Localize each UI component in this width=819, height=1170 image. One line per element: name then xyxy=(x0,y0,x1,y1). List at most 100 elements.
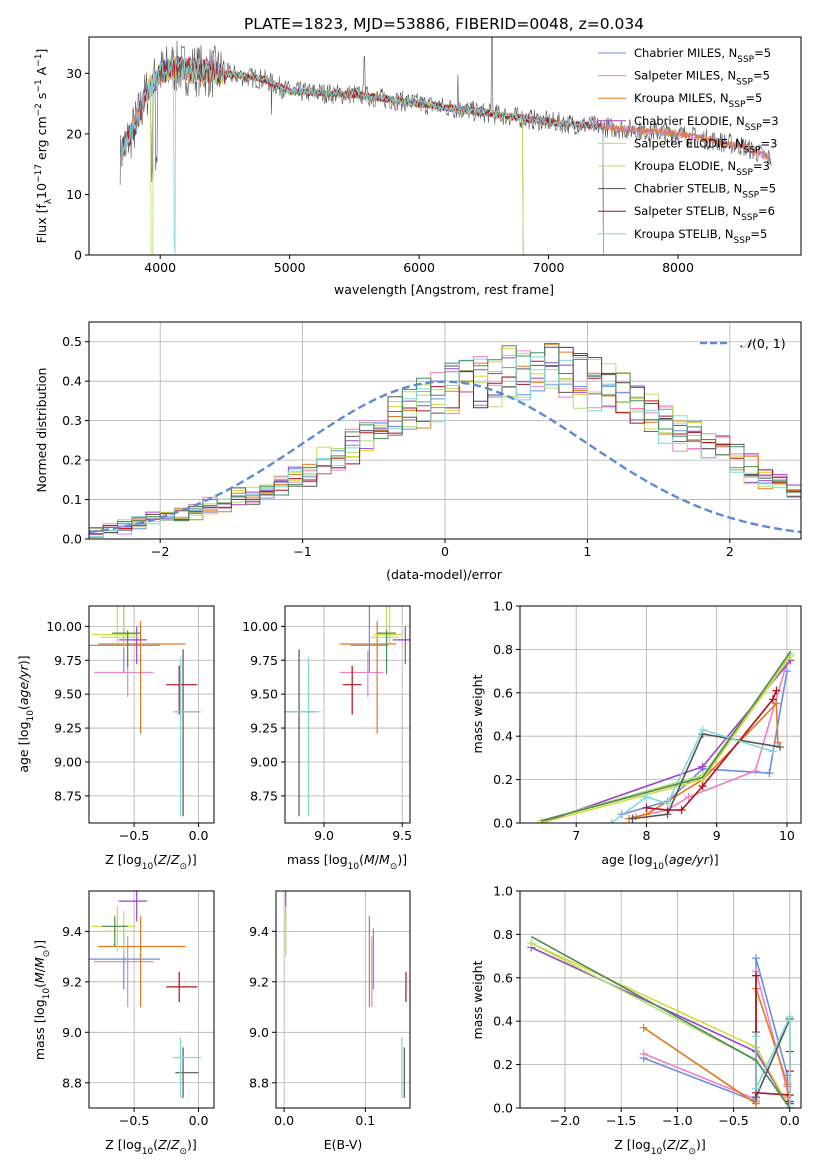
y-tick-label: 10.00 xyxy=(46,619,82,634)
weight-z-line-chabrier-miles xyxy=(643,958,789,1103)
y-tick-label: 0.4 xyxy=(493,729,513,744)
y-axis-label: Normed distribution xyxy=(34,368,49,493)
x-tick-label: −1.5 xyxy=(606,1113,636,1128)
y-tick-label: 0.4 xyxy=(493,1014,513,1029)
x-axis-label: Z [log10(Z/Z⊙)] xyxy=(105,852,197,872)
x-tick-label: 8000 xyxy=(662,260,694,275)
y-tick-label: 9.00 xyxy=(54,754,82,769)
y-axis-label: mass weight xyxy=(470,674,485,753)
age-mass-point-salpeter-stelib xyxy=(342,665,362,715)
mass-z-point-salpeter-stelib xyxy=(166,971,198,1003)
weight-age-marker xyxy=(773,738,782,747)
weight-z-marker xyxy=(752,1032,761,1041)
age-z-point-salpeter-stelib xyxy=(166,665,198,715)
legend-label: Salpeter ELODIE, NSSP=3 xyxy=(634,136,777,155)
age-z-point-kroupa-miles xyxy=(98,620,186,734)
weight-age-marker xyxy=(768,695,777,704)
weight-age-line-salpeter-stelib xyxy=(646,690,778,811)
y-tick-label: 8.8 xyxy=(62,1075,82,1090)
legend-label: Kroupa STELIB, NSSP=5 xyxy=(634,227,767,246)
x-tick-label: −0.5 xyxy=(119,828,149,843)
y-tick-label: 9.00 xyxy=(250,754,278,769)
y-tick-label: 8.75 xyxy=(250,788,278,803)
y-axis-label: mass [log10(M/M⊙)] xyxy=(32,940,52,1060)
x-axis-label: (data-model)/error xyxy=(386,567,503,582)
y-tick-label: 9.75 xyxy=(54,653,82,668)
legend-label: Kroupa ELODIE, NSSP=3 xyxy=(634,159,770,178)
age-mass-point-chabrier-miles xyxy=(350,606,389,673)
age-mass-point-kroupa-elodie xyxy=(370,606,400,649)
weight-z-marker xyxy=(785,1012,794,1021)
weight-age-marker xyxy=(642,803,651,812)
y-axis-label: Flux [fλ10−17 erg cm−2 s−1 A−1] xyxy=(34,49,54,244)
weight-z-marker xyxy=(752,971,761,980)
weight-age-marker xyxy=(775,743,784,752)
weight-age-marker xyxy=(628,814,637,823)
y-axis-label: age [log10(age/yr)] xyxy=(16,655,36,772)
weight-z-marker xyxy=(639,1049,648,1058)
plot-area xyxy=(285,606,410,817)
weight-z-marker xyxy=(752,954,761,963)
y-tick-label: 10 xyxy=(66,187,82,202)
y-tick-label: 0 xyxy=(74,248,82,263)
mass-z-point-chabrier-elodie xyxy=(118,891,147,922)
weight-age-marker xyxy=(607,819,616,823)
mass-z-point-kroupa-elodie xyxy=(100,911,140,957)
y-tick-label: 0.0 xyxy=(62,532,82,547)
y-tick-label: 0.8 xyxy=(493,927,513,942)
weight-z-marker xyxy=(639,1023,648,1032)
age-z-point-kroupa-elodie xyxy=(100,606,140,649)
weight-age-marker xyxy=(768,747,777,756)
weight-z-marker xyxy=(527,939,536,948)
age-mass-point-chabrier-elodie xyxy=(392,626,410,665)
y-tick-label: 9.4 xyxy=(249,924,269,939)
x-tick-label: 6000 xyxy=(403,260,435,275)
legend-label: Kroupa MILES, NSSP=5 xyxy=(634,91,762,110)
weight-age-marker xyxy=(663,799,672,808)
x-tick-label: 0.0 xyxy=(189,828,209,843)
weight-age-marker xyxy=(684,792,693,801)
axes-frame xyxy=(519,890,802,1109)
y-tick-label: 8.8 xyxy=(249,1075,269,1090)
mass-z-point-extra xyxy=(101,916,128,947)
plot-area xyxy=(119,37,772,255)
mass-vs-ebv-axes: 0.0 0.1 8.8 9.0 9.2 9.4 E(B-V) xyxy=(249,890,411,1152)
age-mass-point-chabrier-stelib xyxy=(285,649,315,817)
mass-z-point-salpeter-miles xyxy=(94,936,154,1008)
age-vs-mass-axes: 9.0 9.5 8.75 9.00 9.25 9.50 9.75 10.00 mass [log… xyxy=(242,605,412,872)
weight-age-marker xyxy=(677,805,686,814)
y-tick-label: 0.8 xyxy=(493,642,513,657)
mass-z-point-salpeter-elodie xyxy=(91,906,136,952)
x-tick-label: 7000 xyxy=(533,260,565,275)
weight-z-line-extra xyxy=(530,935,791,1108)
mass-z-point-kroupa-stelib xyxy=(172,1037,202,1098)
weight-age-line-chabrier-elodie xyxy=(540,659,792,823)
y-tick-label: 1.0 xyxy=(493,599,513,614)
weight-age-marker xyxy=(786,649,795,658)
model-spectrum-kroupa-stelib xyxy=(120,55,604,255)
weight-age-line-salpeter-elodie xyxy=(540,655,792,823)
y-tick-label: 9.50 xyxy=(250,687,278,702)
weight-z-line-chabrier-elodie xyxy=(530,946,791,1108)
x-tick-label: 7 xyxy=(572,828,580,843)
mass-weight-vs-metallicity-axes: −2.0 −1.5 −1.0 −0.5 0.0 0.0 0.2 0.4 0.6 0.8 1.0 Z [… xyxy=(470,884,802,1157)
x-tick-label: 8 xyxy=(642,828,650,843)
weight-age-line-kroupa-stelib xyxy=(610,728,774,823)
weight-z-line-kroupa-stelib xyxy=(755,1016,791,1108)
weight-age-line-chabrier-stelib xyxy=(632,733,781,820)
weight-age-line-extra xyxy=(540,651,792,822)
axes-frame xyxy=(275,890,411,1109)
weight-z-marker xyxy=(752,1084,761,1093)
axes-frame xyxy=(284,605,411,824)
mass-weight-vs-age-axes: 7 8 9 10 0.0 0.2 0.4 0.6 0.8 1.0 age [log10(age/yr… xyxy=(470,599,802,872)
y-tick-label: 9.25 xyxy=(250,721,278,736)
legend-label: Chabrier MILES, NSSP=5 xyxy=(634,46,771,65)
x-tick-label: 9.0 xyxy=(314,828,334,843)
x-tick-label: 0.1 xyxy=(355,1113,375,1128)
y-tick-label: 30 xyxy=(66,66,82,81)
x-tick-label: 0.0 xyxy=(189,1113,209,1128)
y-tick-label: 0.3 xyxy=(62,413,82,428)
y-tick-label: 0.0 xyxy=(493,816,513,831)
x-tick-label: 9 xyxy=(713,828,721,843)
x-tick-label: 0 xyxy=(441,544,449,559)
